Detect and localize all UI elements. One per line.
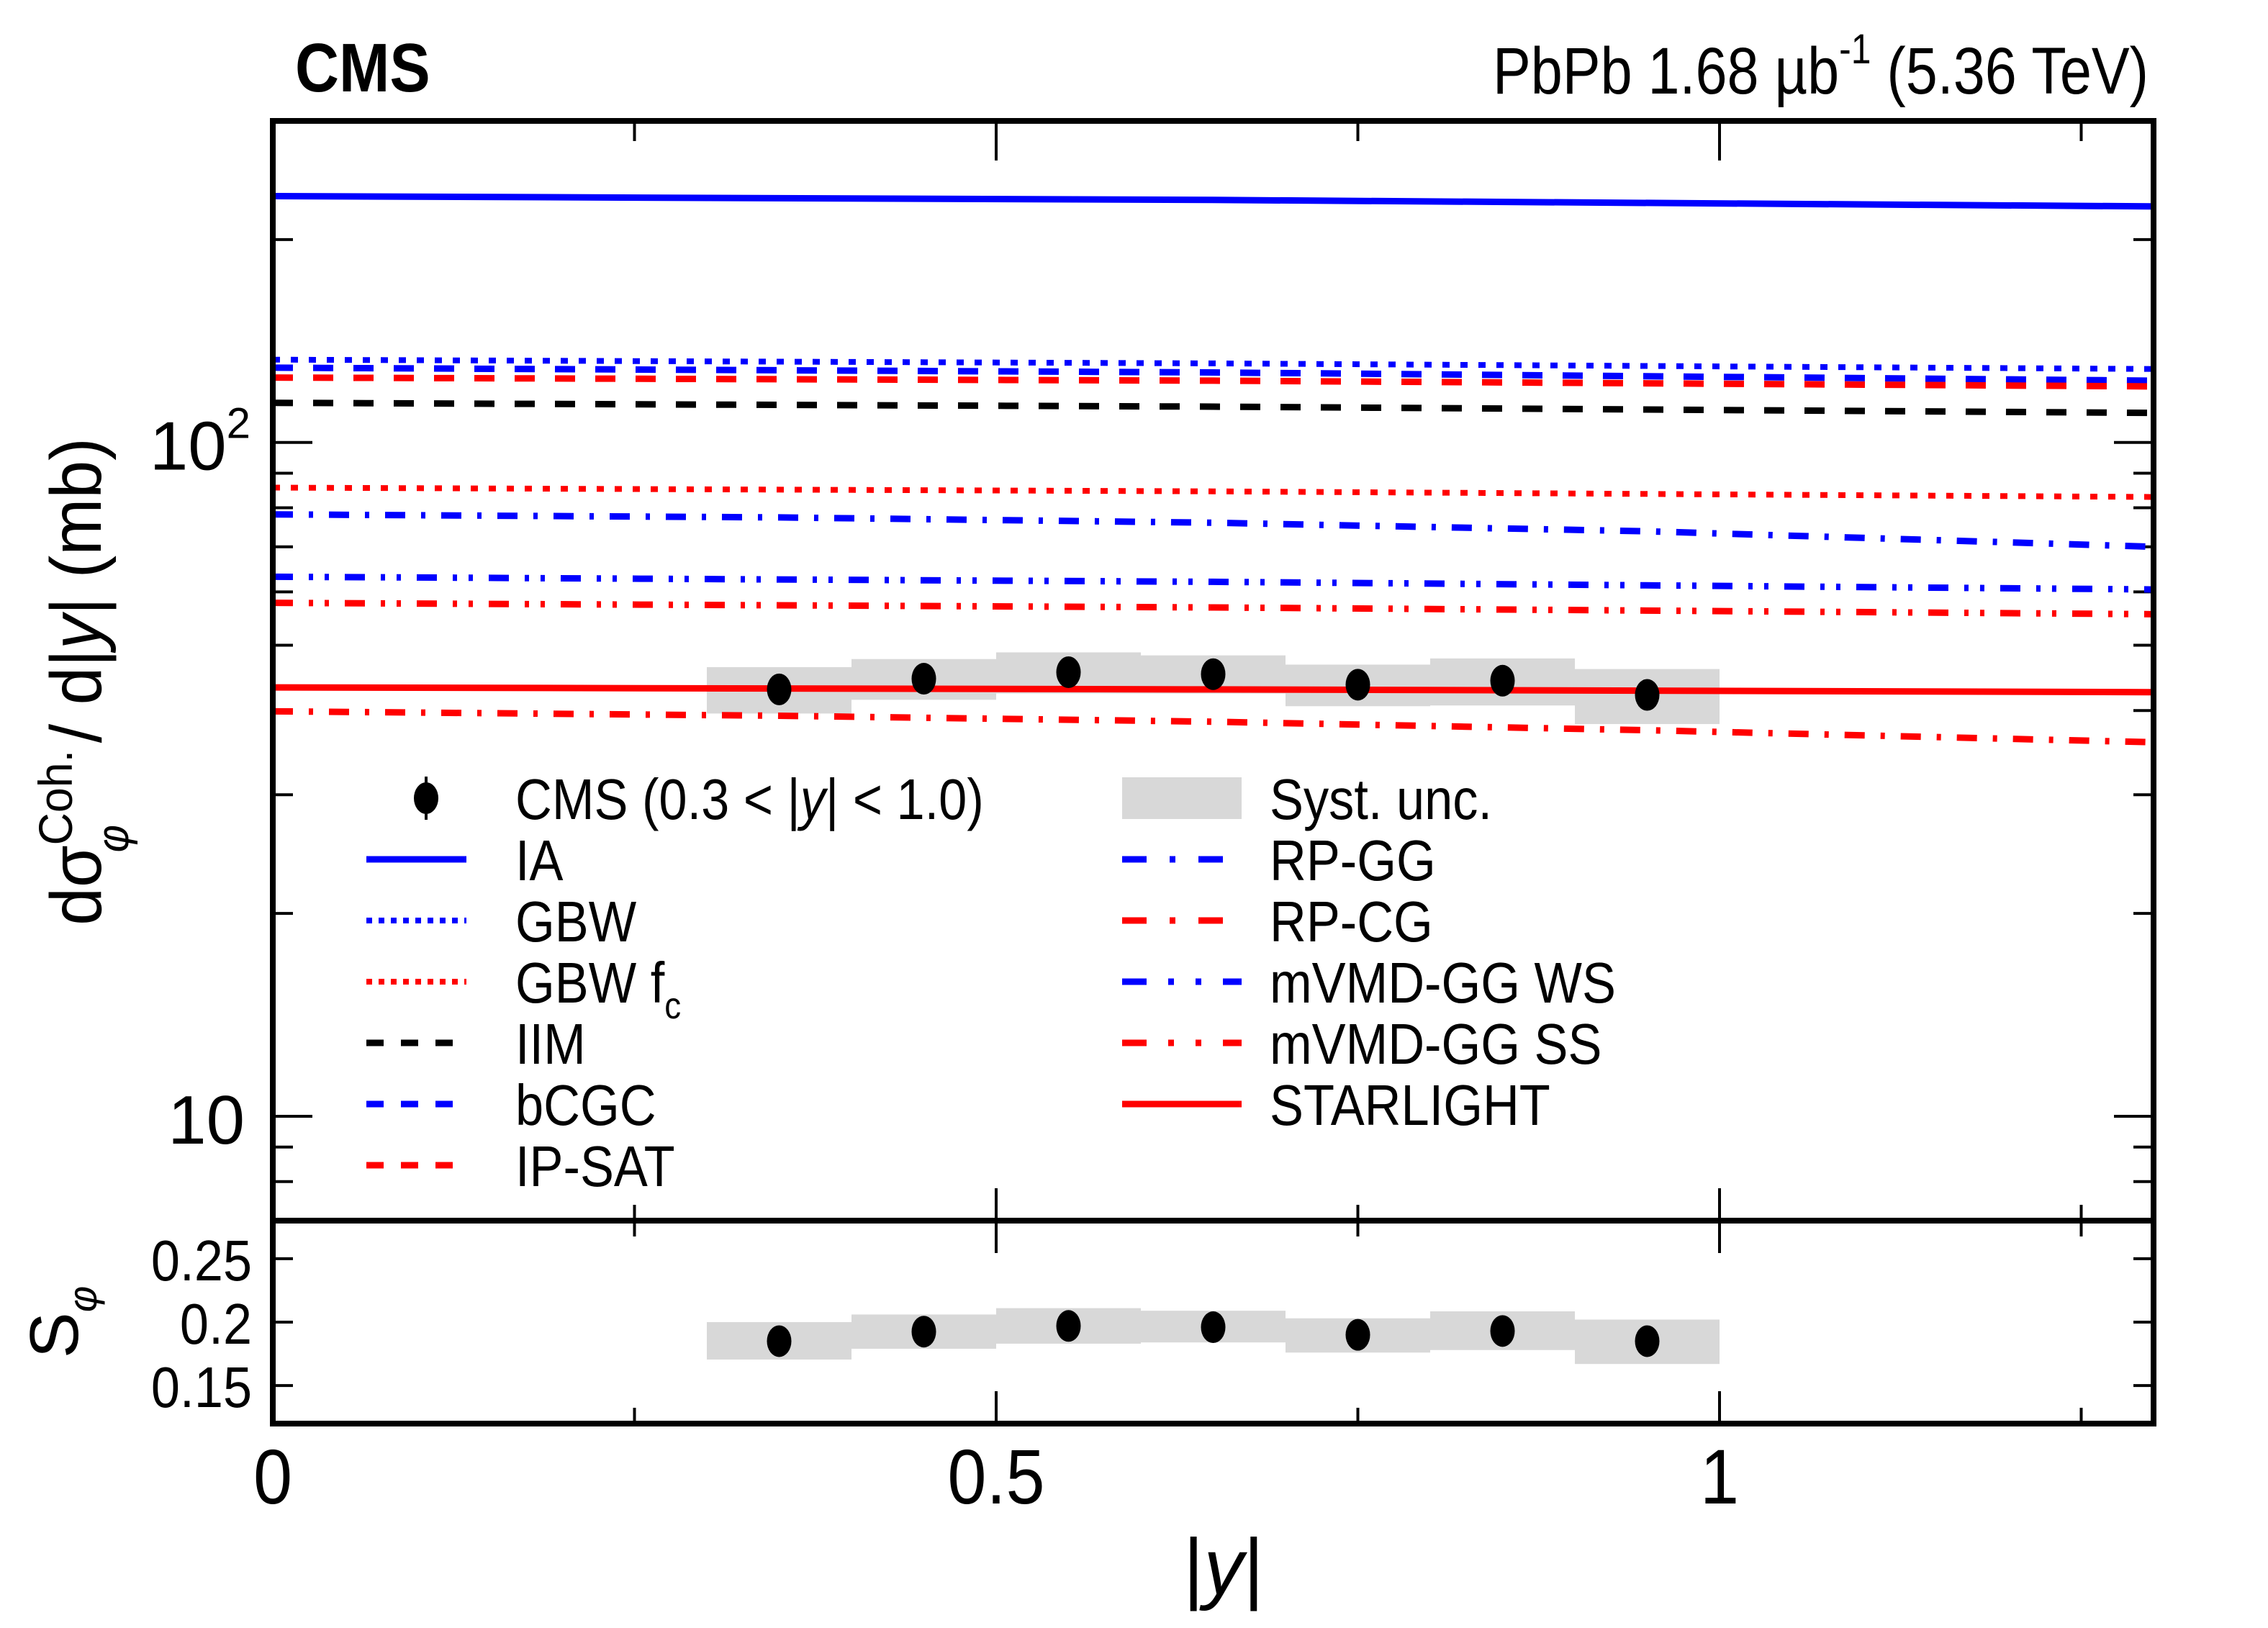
legend-label: bCGC [515,1073,656,1137]
y-title-sub: φ [88,825,138,852]
y-tick-label: 10 [168,1082,245,1159]
curve-rp-cg [276,707,2151,746]
curve-bcgc [276,364,2151,384]
y-tick-label: 102 [150,399,250,485]
ratio-point [767,1325,792,1357]
x-title-bar-left: | [1183,1523,1204,1611]
y-tick-base: 10 [168,1082,245,1159]
y-title-end: | (mb) [36,438,117,615]
y-tick-base: 10 [150,408,227,485]
x-tick-label: 0 [253,1433,292,1520]
y-tick-exponent: 2 [227,399,250,448]
data-point [1056,656,1081,689]
x-tick-label: 1 [1700,1433,1739,1520]
ratio-title-sub: φ [60,1286,105,1313]
legend-label: mVMD-GG WS [1270,951,1616,1015]
legend-label: IIM [515,1012,586,1076]
ratio-tick-label: 0.2 [180,1293,252,1357]
ratio-y-axis-title: Sφ [16,1286,105,1359]
experiment-label: CMS [295,30,430,107]
curve-gbw [276,356,2151,372]
ratio-point [911,1316,936,1348]
x-title-bar-right: | [1244,1523,1265,1611]
data-point [911,663,936,695]
lumi-unit: µb [1775,34,1840,108]
ratio-frame [270,1218,2156,1426]
main-plot-area [276,193,2151,746]
legend-label: RP-CG [1270,890,1433,954]
curve-mvmd-gg-ss [276,600,2151,618]
curve-mvmd-gg-ws [276,573,2151,593]
curve-ia [276,193,2151,210]
data-point [1201,658,1226,690]
y-title-var: y [36,611,117,653]
x-tick-label: 0.5 [947,1433,1044,1520]
ratio-point [1490,1315,1515,1347]
legend-label-text: IIM [515,1012,586,1076]
legend-syst-swatch [1122,777,1242,819]
legend-label: GBW fc [515,951,681,1027]
ratio-plot-area [707,1308,1720,1365]
ratio-title-main: S [16,1312,93,1358]
y-axis-title: dσCoh. φ / d|y| (mb) [30,438,138,926]
data-point [767,673,792,705]
legend-label: IP-SAT [515,1134,675,1198]
data-points [767,656,1660,711]
ratio-point [1056,1310,1081,1342]
data-point [1490,664,1515,697]
legend-label: mVMD-GG SS [1270,1012,1601,1076]
y-title-sup: Coh. [30,750,83,845]
ratio-point [1635,1325,1660,1357]
y-title-suffix: / d| [36,649,117,762]
curve-rp-gg [276,511,2151,551]
legend-label-text: bCGC [515,1073,656,1137]
legend-label: STARLIGHT [1270,1073,1550,1137]
ratio-point [1201,1311,1226,1344]
lumi-prefix: PbPb 1.68 [1493,34,1774,108]
data-point [1345,669,1370,701]
legend-label-cms-post: | < 1.0) [826,767,984,831]
legend-label-cms-data: CMS (0.3 < |y| < 1.0) [515,767,984,831]
legend-label-text: GBW [515,890,636,954]
energy-label: (5.36 TeV) [1871,34,2149,108]
legend-label: IA [515,828,564,892]
curve-gbw-f [276,484,2151,500]
curve-iim [276,399,2151,417]
y-title-prefix: dσ [36,845,117,925]
lumi-exponent: -1 [1839,27,1871,73]
ratio-tick-label: 0.15 [151,1356,252,1420]
data-point [1635,679,1660,711]
legend-label-text: GBW f [515,951,665,1015]
ratio-point [1345,1319,1370,1351]
legend-label: RP-GG [1270,828,1436,892]
lumi-label: PbPb 1.68 µb-1 (5.36 TeV) [1493,27,2149,109]
x-axis-title: |y| [1183,1523,1264,1611]
legend-label-syst: Syst. unc. [1270,767,1492,831]
ratio-points [767,1310,1660,1357]
x-title-var: y [1199,1523,1248,1611]
legend-label-text: IP-SAT [515,1134,675,1198]
curve-ip-sat [276,374,2151,390]
legend-label-subscript: c [664,985,681,1026]
legend-label-cms-var: y [797,767,828,831]
legend-label: GBW [515,890,636,954]
legend-label-text: IA [515,828,564,892]
ratio-tick-label: 0.25 [151,1229,252,1293]
legend-label-cms-pre: CMS (0.3 < | [515,767,800,831]
